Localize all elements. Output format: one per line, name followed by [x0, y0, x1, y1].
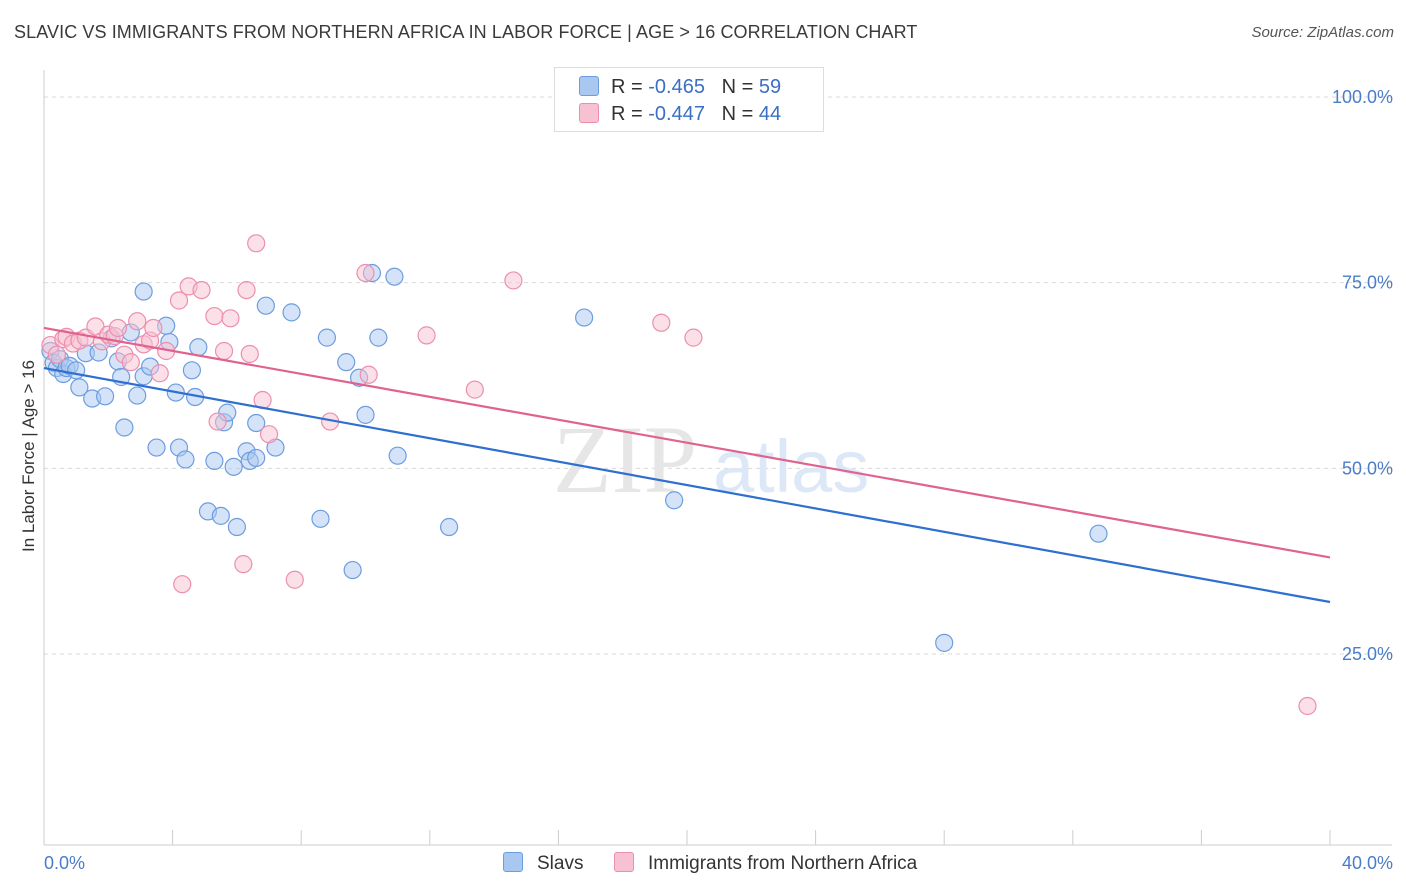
data-point	[192, 280, 211, 300]
stats-row-immigrants: R = -0.447 N = 44	[579, 103, 781, 127]
data-point	[115, 418, 134, 437]
data-point	[1298, 696, 1317, 716]
data-point	[337, 353, 356, 372]
data-point	[247, 413, 266, 433]
data-point	[652, 313, 671, 332]
data-point	[169, 291, 189, 310]
legend-item-immigrants[interactable]: Immigrants from Northern Africa	[614, 852, 917, 875]
swatch-immigrants	[579, 103, 599, 123]
legend-swatch-slavs	[503, 852, 523, 872]
chart-title: SLAVIC VS IMMIGRANTS FROM NORTHERN AFRIC…	[14, 22, 918, 42]
data-point	[237, 280, 256, 300]
data-point	[224, 457, 243, 476]
data-point	[150, 364, 169, 383]
data-point	[247, 448, 266, 468]
data-point	[311, 509, 330, 528]
data-point	[369, 328, 388, 347]
r-value-immigrants: -0.447	[648, 103, 705, 125]
axes	[43, 70, 1392, 846]
legend-label-immigrants: Immigrants from Northern Africa	[648, 853, 918, 874]
data-point	[256, 296, 275, 315]
data-point	[121, 353, 140, 372]
trend-line-slavs	[43, 366, 1331, 604]
y-tick-label: 100.0%	[1332, 87, 1393, 107]
data-point	[144, 318, 163, 338]
watermark-atlas: atlas	[713, 425, 869, 508]
data-point	[208, 412, 227, 431]
r-label: R =	[611, 76, 649, 98]
data-point	[205, 306, 224, 326]
data-point	[575, 308, 594, 327]
data-point	[356, 405, 375, 424]
trend-lines	[43, 326, 1331, 604]
data-point	[935, 633, 954, 652]
data-point	[385, 267, 404, 286]
watermark: ZIP atlas	[553, 406, 869, 513]
data-point	[417, 326, 436, 345]
data-point	[439, 517, 459, 537]
series-slavs	[41, 263, 1108, 652]
data-point	[234, 555, 253, 574]
data-point	[388, 446, 407, 465]
data-point	[182, 361, 201, 380]
data-point	[70, 378, 89, 397]
data-point	[108, 318, 128, 338]
data-point	[282, 303, 301, 322]
n-label: N =	[721, 103, 759, 125]
y-axis-label: In Labor Force | Age > 16	[19, 360, 38, 552]
x-tick-label: 0.0%	[44, 853, 85, 873]
legend-item-slavs[interactable]: Slavs	[503, 852, 583, 875]
stats-row-slavs: R = -0.465 N = 59	[579, 76, 781, 100]
tick-labels: 25.0% 50.0% 75.0% 100.0% 0.0% 40.0%	[44, 87, 1393, 873]
n-value-slavs: 59	[758, 76, 782, 98]
data-point	[504, 271, 523, 290]
grid	[44, 96, 1392, 655]
data-point	[211, 506, 230, 525]
data-points	[41, 234, 1317, 716]
data-point	[128, 386, 147, 405]
data-point	[1089, 524, 1108, 543]
data-point	[317, 328, 337, 347]
data-point	[259, 425, 279, 444]
stats-legend: R = -0.465 N = 59 R = -0.447 N = 44	[554, 67, 824, 132]
data-point	[176, 450, 195, 469]
data-point	[227, 517, 246, 537]
data-point	[67, 361, 86, 380]
x-tick-label: 40.0%	[1342, 853, 1393, 873]
r-value-slavs: -0.465	[648, 76, 705, 98]
trend-line-immigrants	[43, 326, 1331, 559]
y-tick-label: 50.0%	[1342, 458, 1393, 478]
data-point	[173, 575, 192, 594]
data-point	[134, 282, 153, 301]
data-point	[189, 338, 208, 357]
data-point	[47, 345, 66, 364]
data-point	[214, 341, 234, 361]
data-point	[128, 312, 147, 331]
series-immigrants	[41, 234, 1317, 716]
legend-label-slavs: Slavs	[537, 853, 584, 874]
y-tick-label: 25.0%	[1342, 644, 1393, 664]
data-point	[221, 309, 240, 328]
data-point	[285, 570, 304, 589]
data-point	[359, 365, 378, 384]
n-label: N =	[721, 76, 759, 98]
data-point	[665, 491, 684, 510]
data-point	[147, 438, 166, 457]
data-point	[240, 344, 259, 364]
source-label: Source: ZipAtlas.com	[1251, 24, 1394, 41]
r-label: R =	[611, 103, 649, 125]
n-value-immigrants: 44	[758, 103, 782, 125]
swatch-slavs	[579, 76, 599, 96]
legend-swatch-immigrants	[614, 852, 634, 872]
data-point	[465, 380, 484, 399]
data-point	[343, 560, 362, 580]
data-point	[205, 451, 224, 471]
y-tick-label: 75.0%	[1342, 273, 1393, 293]
data-point	[356, 263, 375, 283]
data-point	[684, 328, 703, 347]
data-point	[95, 387, 115, 406]
data-point	[247, 234, 266, 253]
